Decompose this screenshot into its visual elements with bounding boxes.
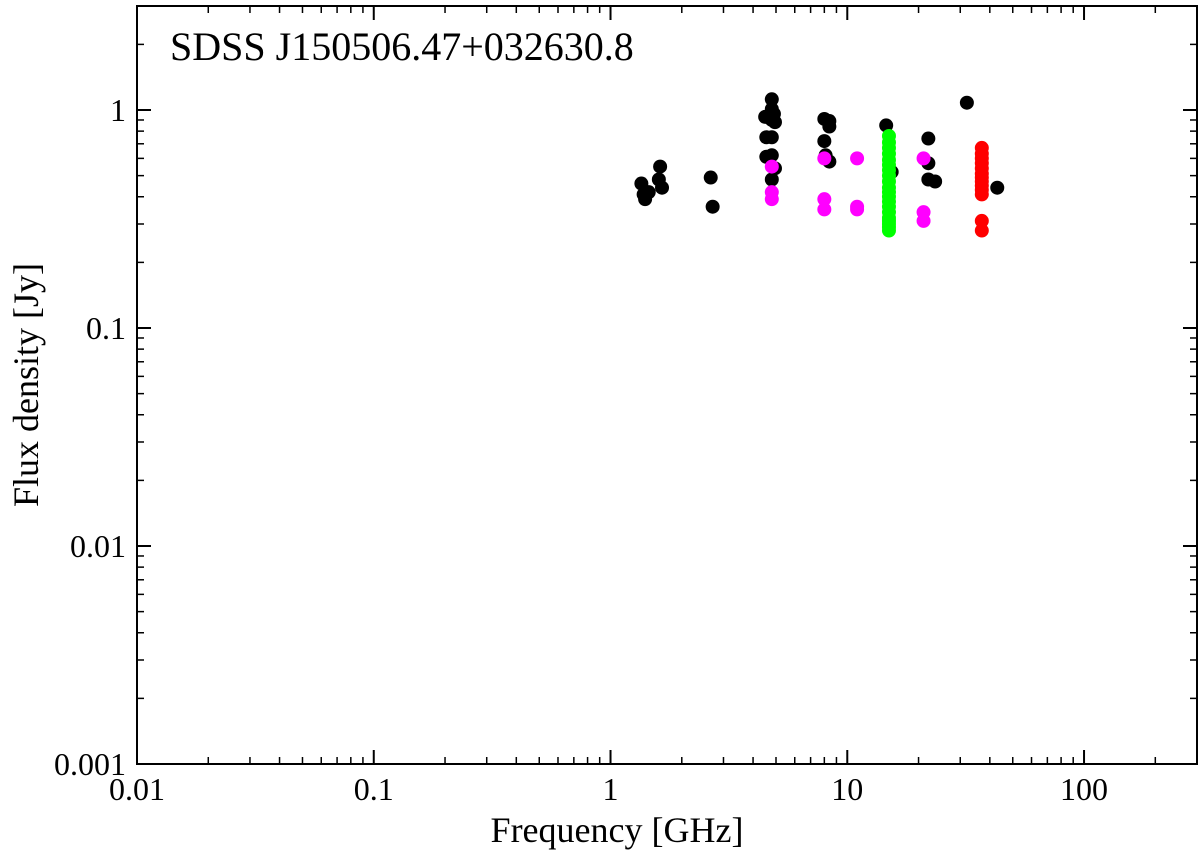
data-point [641, 185, 656, 200]
data-point [764, 92, 779, 107]
data-point [974, 223, 989, 238]
data-point [990, 180, 1005, 195]
data-point [974, 187, 989, 202]
data-point [817, 134, 832, 149]
data-point [879, 118, 894, 133]
data-point [764, 159, 779, 174]
y-tick-label: 0.001 [54, 746, 126, 782]
plot-area [136, 5, 1198, 765]
data-point [928, 174, 943, 189]
data-point [916, 213, 931, 228]
major-ticks [136, 6, 1197, 765]
data-point [959, 95, 974, 110]
data-point [921, 131, 936, 146]
data-point [764, 192, 779, 207]
data-point [881, 223, 896, 238]
x-tick-labels: 0.01 0.1 1 10 100 [109, 771, 1108, 807]
y-tick-label: 0.1 [86, 310, 126, 346]
data-point [850, 202, 865, 217]
minor-ticks [137, 6, 1197, 764]
data-point [817, 192, 832, 207]
data-point [974, 213, 989, 228]
x-tick-label: 100 [1060, 771, 1108, 807]
data-point [764, 172, 779, 187]
data-point [653, 159, 668, 174]
x-tick-label: 0.01 [109, 771, 165, 807]
x-axis-title: Frequency [GHz] [491, 810, 744, 850]
y-tick-label: 1 [110, 92, 126, 128]
x-tick-label: 1 [603, 771, 619, 807]
x-tick-label: 10 [831, 771, 863, 807]
x-tick-label: 0.1 [354, 771, 394, 807]
data-point [850, 151, 865, 166]
data-point [916, 151, 931, 166]
y-axis-title: Flux density [Jy] [6, 263, 46, 507]
chart-title: SDSS J150506.47+032630.8 [170, 24, 634, 69]
data-point [764, 148, 779, 163]
data-point [822, 119, 837, 134]
data-point [705, 199, 720, 214]
data-point [655, 180, 670, 195]
data-point [764, 130, 779, 145]
y-tick-labels: 0.001 0.01 0.1 1 [54, 92, 126, 782]
data-point [817, 151, 832, 166]
data-points [634, 92, 1005, 238]
data-point [767, 115, 782, 130]
data-point [817, 202, 832, 217]
data-point [703, 170, 718, 185]
y-tick-label: 0.01 [70, 528, 126, 564]
